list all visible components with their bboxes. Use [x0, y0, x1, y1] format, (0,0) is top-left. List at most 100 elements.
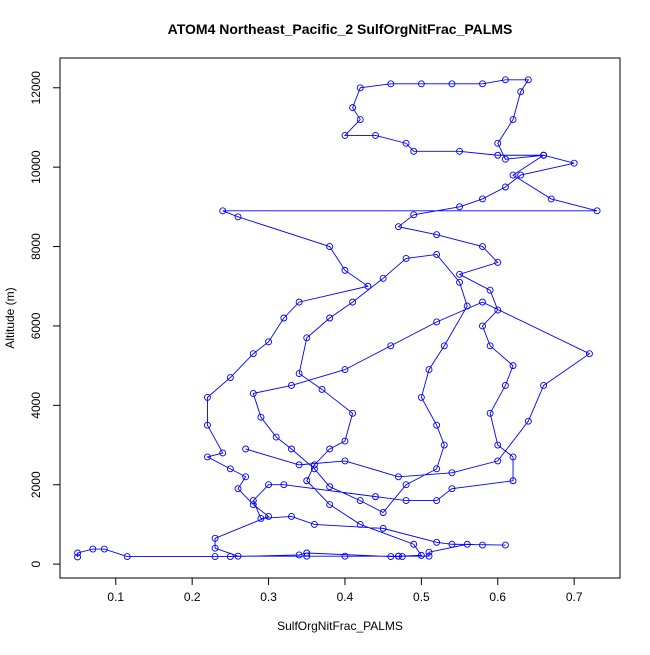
data-point — [585, 350, 593, 358]
data-point — [219, 449, 227, 457]
data-point — [433, 538, 441, 546]
data-point — [341, 552, 349, 560]
data-point — [509, 116, 517, 123]
data-point — [440, 441, 448, 449]
data-point — [433, 421, 441, 429]
data-point — [349, 298, 357, 306]
data-point — [425, 366, 433, 374]
data-point — [295, 298, 303, 306]
data-point — [234, 485, 242, 493]
data-point — [372, 131, 379, 139]
data-point — [524, 417, 532, 425]
data-point — [219, 207, 227, 215]
data-point — [211, 553, 219, 561]
data-point — [433, 251, 441, 258]
data-point — [494, 441, 502, 449]
data-point — [394, 552, 402, 560]
data-point — [479, 195, 486, 203]
data-point — [74, 553, 82, 561]
data-point — [494, 306, 502, 314]
data-point — [402, 139, 410, 147]
data-point — [547, 195, 555, 203]
data-point — [123, 553, 131, 561]
data-point — [501, 382, 509, 389]
data-point — [326, 243, 334, 250]
y-tick-label: 10000 — [29, 150, 43, 184]
data-point — [341, 437, 349, 445]
data-point — [280, 481, 288, 489]
data-point — [479, 541, 486, 549]
data-point — [257, 413, 265, 421]
data-point — [310, 461, 318, 469]
data-point — [356, 497, 364, 505]
data-point — [326, 445, 334, 453]
data-point — [509, 362, 517, 370]
data-point — [341, 131, 349, 139]
data-point — [303, 552, 311, 560]
x-tick-label: 0.5 — [413, 590, 430, 604]
x-tick-label: 0.2 — [184, 590, 201, 604]
data-point — [479, 80, 486, 88]
data-point — [417, 80, 425, 88]
data-point — [203, 421, 211, 429]
data-point — [410, 211, 418, 219]
data-point — [249, 389, 257, 397]
data-point — [379, 509, 387, 516]
data-point — [448, 469, 456, 477]
data-point — [303, 334, 311, 342]
data-point — [540, 151, 548, 159]
data-point — [288, 382, 295, 389]
data-point — [89, 545, 97, 553]
data-point — [433, 465, 441, 473]
data-line — [77, 79, 598, 558]
x-tick-label: 0.3 — [260, 590, 277, 604]
data-point — [341, 457, 349, 465]
data-point — [272, 433, 280, 441]
data-point — [501, 183, 509, 191]
y-tick-label: 0 — [29, 560, 43, 567]
data-point — [402, 497, 410, 505]
data-point — [265, 513, 273, 520]
data-point — [242, 445, 250, 453]
data-point — [479, 243, 486, 250]
data-point — [456, 147, 464, 155]
data-point — [303, 549, 311, 557]
data-point — [540, 382, 548, 389]
data-point — [226, 465, 234, 473]
data-point — [288, 445, 295, 453]
y-tick-label: 8000 — [29, 233, 43, 260]
data-point — [364, 282, 372, 290]
data-point — [486, 286, 494, 294]
data-point — [387, 342, 395, 350]
data-point — [494, 258, 502, 266]
x-tick-label: 0.6 — [489, 590, 506, 604]
data-point — [226, 553, 234, 561]
data-point — [295, 551, 303, 559]
x-tick-label: 0.1 — [107, 590, 124, 604]
data-point — [349, 409, 357, 417]
data-point — [326, 483, 334, 491]
data-point — [326, 501, 334, 509]
data-point — [494, 151, 502, 159]
data-point — [448, 540, 456, 548]
data-point — [486, 409, 494, 417]
data-point — [501, 541, 509, 549]
data-point — [310, 465, 318, 473]
data-point — [509, 477, 517, 485]
data-point — [249, 350, 257, 358]
y-tick-label: 6000 — [29, 312, 43, 339]
data-point — [440, 342, 448, 350]
plot-box — [59, 57, 621, 579]
y-tick-label: 2000 — [29, 471, 43, 498]
data-point — [100, 545, 108, 553]
data-point — [433, 231, 441, 239]
data-point — [356, 84, 364, 92]
data-point — [295, 461, 303, 469]
data-point — [203, 393, 211, 401]
data-point — [456, 270, 464, 278]
chart-title: ATOM4 Northeast_Pacific_2 SulfOrgNitFrac… — [168, 21, 513, 37]
data-point — [372, 493, 379, 501]
data-point — [394, 223, 402, 231]
data-point — [425, 552, 433, 560]
